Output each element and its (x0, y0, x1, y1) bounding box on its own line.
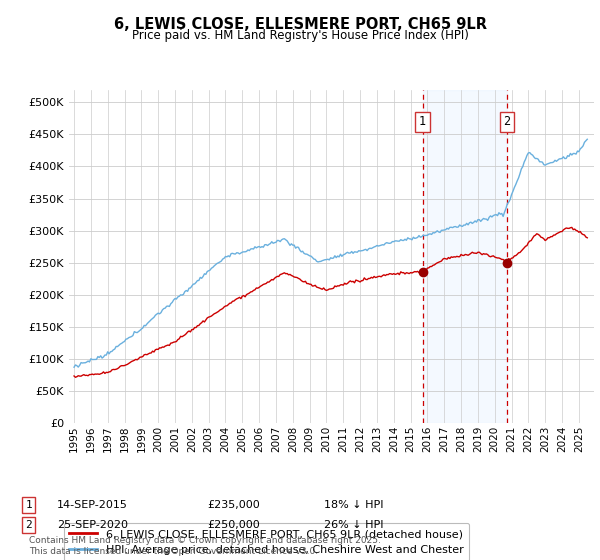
Text: £235,000: £235,000 (207, 500, 260, 510)
Text: 26% ↓ HPI: 26% ↓ HPI (324, 520, 383, 530)
Text: 2: 2 (25, 520, 32, 530)
Text: 25-SEP-2020: 25-SEP-2020 (57, 520, 128, 530)
Text: 6, LEWIS CLOSE, ELLESMERE PORT, CH65 9LR: 6, LEWIS CLOSE, ELLESMERE PORT, CH65 9LR (113, 17, 487, 32)
Text: 18% ↓ HPI: 18% ↓ HPI (324, 500, 383, 510)
Text: £250,000: £250,000 (207, 520, 260, 530)
Text: Price paid vs. HM Land Registry's House Price Index (HPI): Price paid vs. HM Land Registry's House … (131, 29, 469, 42)
Text: 1: 1 (25, 500, 32, 510)
Text: 2: 2 (503, 115, 511, 128)
Legend: 6, LEWIS CLOSE, ELLESMERE PORT, CH65 9LR (detached house), HPI: Average price, d: 6, LEWIS CLOSE, ELLESMERE PORT, CH65 9LR… (64, 523, 469, 560)
Bar (422, 90, 507, 423)
Text: 1: 1 (419, 115, 426, 128)
Text: Contains HM Land Registry data © Crown copyright and database right 2025.
This d: Contains HM Land Registry data © Crown c… (29, 536, 380, 556)
Text: 14-SEP-2015: 14-SEP-2015 (57, 500, 128, 510)
